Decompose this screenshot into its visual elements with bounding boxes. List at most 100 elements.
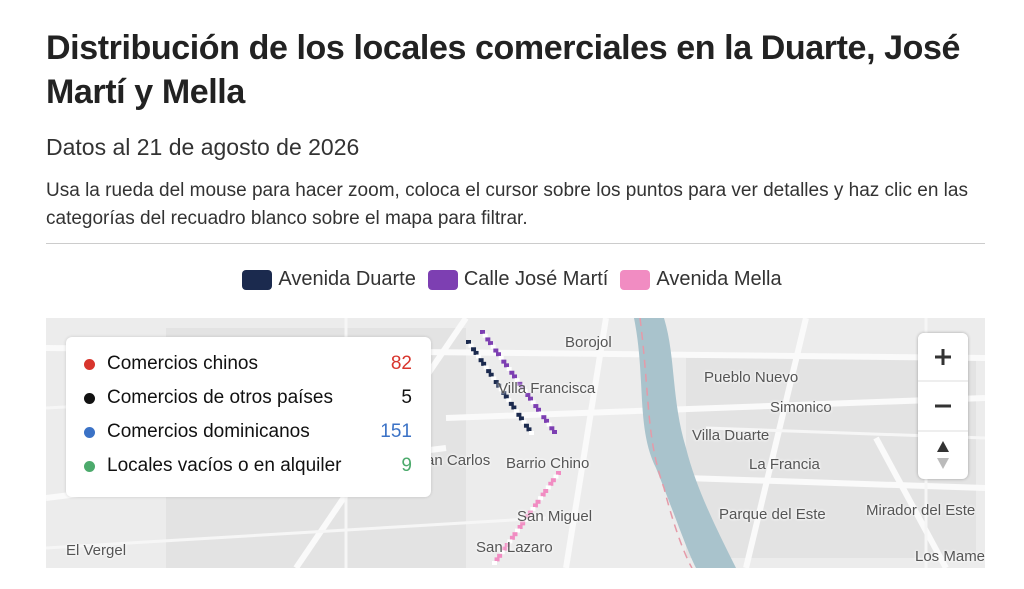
street-dot xyxy=(485,337,491,342)
place-label: San Miguel xyxy=(517,508,593,525)
street-dot xyxy=(483,365,489,370)
street-dot xyxy=(545,485,551,490)
map[interactable]: Borojol Villa Francisca Pueblo Nuevo Sim… xyxy=(46,318,985,568)
category-row[interactable]: Locales vacíos o en alquiler 9 xyxy=(84,455,412,477)
street-dot xyxy=(556,471,561,475)
street-dot xyxy=(471,347,477,352)
street-dot xyxy=(491,376,497,381)
street-dot xyxy=(502,546,508,551)
legend: Avenida Duarte Calle José Martí Avenida Me… xyxy=(0,268,1024,291)
place-label: Villa Francisca xyxy=(498,380,596,397)
place-label: Los Mameyes xyxy=(915,548,985,565)
title: Distribución de los locales comerciales … xyxy=(46,29,961,111)
street-dot xyxy=(548,481,554,486)
street-dot xyxy=(486,369,492,374)
street-dot xyxy=(494,557,500,562)
street-dot xyxy=(492,561,497,565)
category-count: 9 xyxy=(401,455,412,476)
street-dot xyxy=(512,532,518,537)
street-dot xyxy=(480,330,485,334)
street-dot xyxy=(517,525,523,529)
street-dot xyxy=(540,492,546,497)
street-dot xyxy=(513,409,519,414)
street-dot xyxy=(503,394,509,399)
street-dot xyxy=(504,363,509,368)
category-row[interactable]: Comercios dominicanos 151 xyxy=(84,421,412,443)
category-row[interactable]: Comercios chinos 82 xyxy=(84,353,412,375)
legend-label: Calle José Martí xyxy=(463,268,609,290)
street-dot xyxy=(514,378,520,383)
legend-item[interactable]: Avenida Mella xyxy=(620,268,782,291)
street-dot xyxy=(499,550,505,555)
street-dot xyxy=(490,344,496,349)
street-dot xyxy=(529,431,534,435)
street-dot xyxy=(466,340,471,344)
street-dot xyxy=(506,367,512,372)
category-count: 82 xyxy=(390,353,412,374)
legend-swatch xyxy=(242,269,273,290)
place-label: El Vergel xyxy=(66,542,127,559)
category-label: Comercios chinos xyxy=(107,353,258,374)
place-label: Mirador del Este xyxy=(866,502,976,519)
street-dot xyxy=(511,405,517,410)
street-dot xyxy=(506,398,512,403)
street-dot xyxy=(507,539,513,544)
zoom-in[interactable] xyxy=(918,333,968,381)
legend-item[interactable]: Avenida Duarte xyxy=(242,268,416,291)
category-label: Locales vacíos o en alquiler xyxy=(107,455,342,476)
street-dot xyxy=(478,358,484,363)
street-dot xyxy=(497,553,503,558)
street-dot xyxy=(523,423,529,428)
street-dot xyxy=(520,385,525,390)
street-dot xyxy=(496,352,501,357)
legend-swatch xyxy=(427,269,458,290)
place-label: San Carlos xyxy=(416,452,491,469)
street-dot xyxy=(533,404,539,409)
street-dot xyxy=(501,359,507,364)
street-dot xyxy=(517,381,523,386)
street-dot xyxy=(544,418,549,423)
street-dot xyxy=(512,374,517,379)
category-count: 5 xyxy=(401,387,412,408)
street-dot xyxy=(473,350,479,355)
street-dot xyxy=(536,407,541,412)
street-dot xyxy=(493,380,499,385)
street-dot xyxy=(504,543,510,547)
street-dot xyxy=(526,427,532,432)
legend-item[interactable]: Calle José Martí xyxy=(427,268,609,291)
street-dot xyxy=(525,392,531,397)
divider xyxy=(46,243,985,244)
street-dot xyxy=(522,517,528,522)
place-label: Simonico xyxy=(770,399,832,416)
street-dot xyxy=(528,396,533,401)
street-dot xyxy=(549,426,555,431)
category-dot xyxy=(84,358,95,370)
street-dot xyxy=(468,343,474,348)
street-dot xyxy=(535,499,541,504)
place-label: Villa Duarte xyxy=(692,427,770,444)
place-label: La Francia xyxy=(749,456,820,473)
category-label: Comercios dominicanos xyxy=(107,421,310,442)
street-dot xyxy=(509,370,515,375)
street-dot xyxy=(538,411,544,416)
street-dot xyxy=(493,348,499,353)
place-label: Barrio Chino xyxy=(506,455,590,472)
street-dot xyxy=(530,400,536,405)
street-dot xyxy=(488,341,493,346)
place-label: Pueblo Nuevo xyxy=(704,369,799,386)
reset-north[interactable] xyxy=(937,441,949,469)
description: Usa la rueda del mouse para hacer zoom, … xyxy=(46,180,968,229)
street-dot xyxy=(498,355,504,360)
zoom-control xyxy=(918,333,968,479)
zoom-icons xyxy=(918,333,968,469)
street-dot xyxy=(525,514,531,519)
street-dot xyxy=(543,489,549,493)
category-count: 151 xyxy=(380,421,412,442)
street-dot xyxy=(521,420,527,425)
category-filter: Comercios chinos 82 Comercios de otros paí… xyxy=(66,337,431,497)
category-row[interactable]: Comercios de otros países 5 xyxy=(84,387,412,409)
category-label: Comercios de otros países xyxy=(107,387,333,408)
street-dot xyxy=(530,507,536,511)
street-dot xyxy=(516,412,522,417)
